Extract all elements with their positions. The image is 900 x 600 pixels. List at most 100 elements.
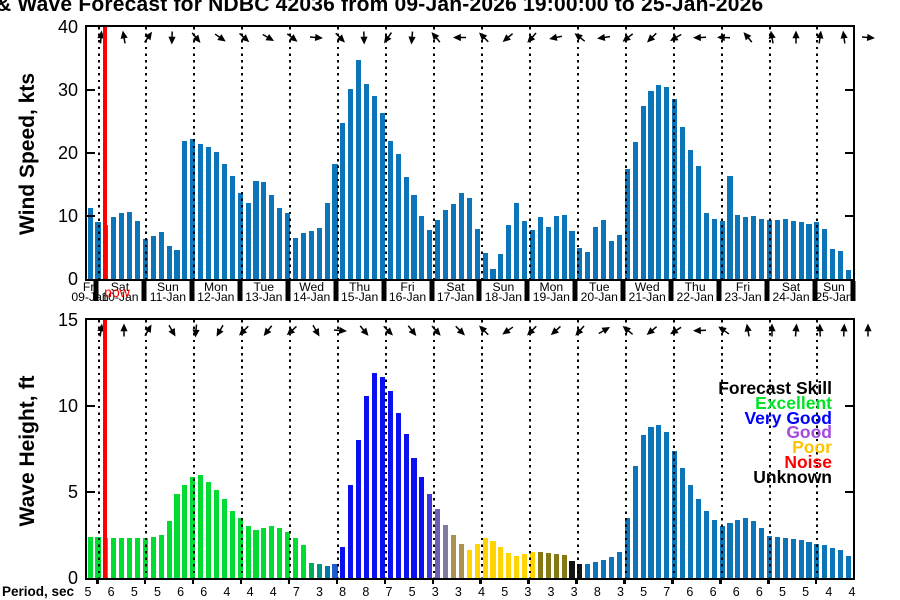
wave-direction-arrow [811, 322, 828, 344]
wave-bar [703, 510, 709, 578]
wind-bar [435, 220, 441, 279]
y-tick-label: 0 [67, 568, 78, 588]
wind-direction-arrow [404, 29, 421, 51]
y-tick-label: 40 [57, 17, 78, 37]
period-value: 4 [825, 585, 833, 599]
y-axis-label-wind: Wind Speed, kts [16, 72, 39, 235]
wind-direction-arrow [811, 29, 828, 51]
date-day: 16-Jan [388, 289, 427, 304]
wind-direction-arrow [260, 29, 277, 51]
wave-bar [845, 555, 852, 578]
wave-direction-arrow [859, 322, 876, 344]
wave-bar [648, 426, 654, 578]
wind-bar [379, 112, 385, 279]
wind-direction-arrow [164, 29, 181, 51]
now-line [102, 320, 108, 578]
wave-bar [727, 522, 733, 578]
period-value: 6 [200, 585, 208, 599]
wind-direction-arrow [428, 29, 445, 51]
wind-direction-arrow [332, 29, 349, 51]
bottom-axis-tick [814, 580, 818, 584]
axis-tick [845, 215, 853, 217]
wave-bar [190, 476, 196, 578]
wave-direction-arrow [404, 322, 421, 344]
wave-bar [111, 538, 117, 578]
wind-direction-arrow [715, 29, 732, 51]
wind-direction-arrow [140, 29, 157, 51]
wave-direction-arrow [715, 322, 732, 344]
day-separator [812, 281, 818, 301]
date-label: Sat 10-Jan [101, 280, 138, 302]
wave-direction-arrow [595, 322, 612, 344]
period-value: 7 [292, 585, 300, 599]
date-weekday: Mon [539, 280, 564, 294]
wave-bar [387, 390, 393, 578]
wave-bar [458, 543, 464, 578]
wave-direction-arrow [547, 322, 564, 344]
wave-bar [687, 485, 694, 578]
date-weekday: Tue [588, 280, 610, 294]
day-gridline [528, 320, 531, 578]
day-separator [572, 281, 578, 301]
wind-bar [182, 141, 188, 279]
wind-bar [174, 250, 180, 279]
wave-bar [253, 529, 259, 578]
wave-direction-arrow [284, 322, 301, 344]
wave-bar [332, 564, 338, 578]
day-separator [285, 281, 291, 301]
wind-bar [419, 216, 425, 279]
period-value: 7 [663, 585, 671, 599]
wind-direction-arrow [188, 29, 205, 51]
bottom-axis-tick [335, 580, 339, 584]
wind-bar [774, 219, 780, 279]
bottom-axis-tick [527, 580, 530, 584]
wave-bar [798, 540, 804, 578]
wind-direction-arrow [571, 29, 588, 51]
legend-item: Good [786, 422, 832, 443]
wind-bar [427, 229, 433, 279]
wind-bar [806, 224, 812, 279]
wave-direction-arrow [332, 322, 349, 344]
legend-item: Poor [792, 437, 832, 458]
wave-bar [774, 536, 780, 578]
bottom-axis-tick [431, 580, 434, 584]
wind-bar [316, 227, 322, 279]
wind-bar [395, 153, 401, 279]
wind-bar [150, 235, 156, 279]
wind-bar [458, 192, 464, 279]
period-value: 3 [524, 585, 532, 599]
wave-direction-arrow [428, 322, 445, 344]
date-day: 23-Jan [724, 289, 762, 304]
wind-bar [111, 217, 117, 279]
period-value: 3 [316, 585, 323, 599]
period-value: 3 [616, 585, 624, 599]
wind-bar [348, 88, 354, 279]
axis-tick [87, 215, 95, 217]
wave-height-plot [85, 318, 872, 580]
wave-direction-arrow [92, 322, 109, 344]
axis-tick [845, 405, 853, 407]
date-weekday: Sat [110, 280, 130, 294]
wind-direction-arrow [667, 29, 684, 51]
wave-bar [277, 528, 283, 578]
wind-bar [166, 245, 172, 279]
day-gridline [145, 27, 148, 279]
wind-bar [727, 175, 733, 279]
wind-bar [482, 252, 488, 279]
wave-bar [569, 560, 575, 578]
wave-bar [158, 535, 164, 578]
date-label: Wed 21-Jan [629, 281, 666, 302]
period-value: 3 [431, 585, 439, 599]
wave-bar [316, 564, 322, 578]
wind-direction-arrow [547, 29, 564, 51]
wave-bar [632, 466, 638, 578]
wave-bar [308, 562, 314, 578]
wind-bar [371, 96, 378, 279]
date-label: Thu 22-Jan [676, 281, 714, 304]
bottom-axis-tick [719, 580, 722, 584]
wave-direction-arrow [667, 322, 684, 344]
wind-bar [206, 146, 212, 279]
wave-bar [545, 553, 551, 578]
date-day: 22-Jan [676, 289, 714, 304]
wave-direction-arrow [691, 322, 708, 344]
